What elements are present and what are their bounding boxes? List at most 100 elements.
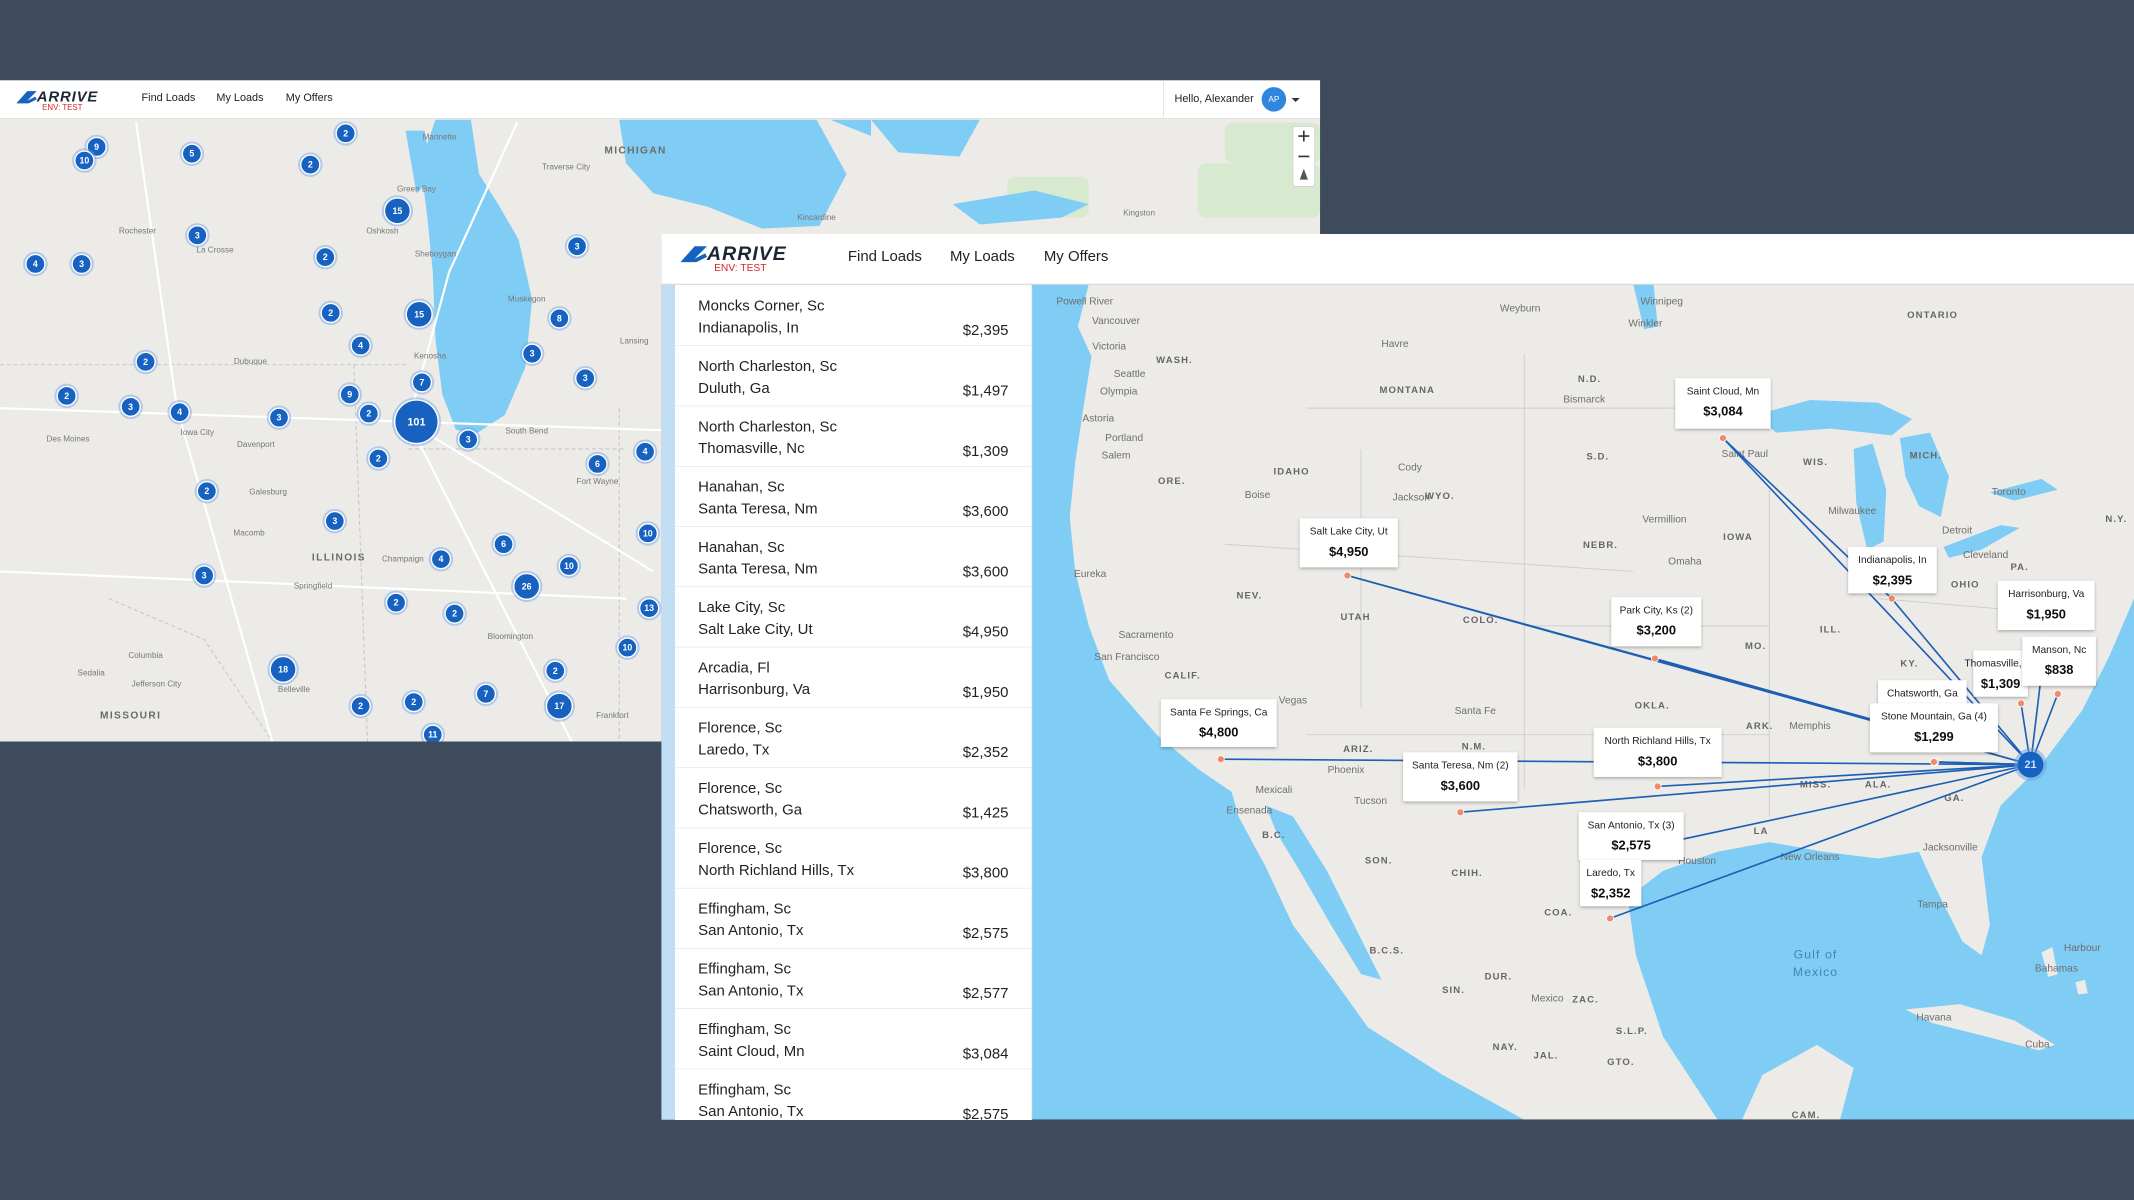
price-popup[interactable]: North Richland Hills, Tx $3,800 bbox=[1593, 727, 1722, 777]
stop-marker[interactable] bbox=[1606, 914, 1614, 923]
load-item[interactable]: Effingham, Sc San Antonio, Tx $2,575 bbox=[675, 1069, 1032, 1129]
stop-marker[interactable] bbox=[1343, 571, 1352, 580]
price-popup[interactable]: Stone Mountain, Ga (4) $1,299 bbox=[1869, 703, 1998, 753]
load-item[interactable]: Hanahan, Sc Santa Teresa, Nm $3,600 bbox=[675, 466, 1032, 528]
stop-marker[interactable] bbox=[1929, 757, 1938, 766]
map-cluster[interactable]: 3 bbox=[185, 223, 210, 248]
dropdown-caret[interactable] bbox=[1291, 97, 1300, 103]
load-item[interactable]: North Charleston, Sc Duluth, Ga $1,497 bbox=[675, 345, 1032, 407]
map-cluster[interactable]: 3 bbox=[266, 405, 292, 430]
map-cluster[interactable]: 10 bbox=[556, 553, 582, 579]
hub-cluster[interactable] bbox=[2017, 751, 2044, 778]
load-item[interactable]: Arcadia, Fl Harrisonburg, Va $1,950 bbox=[675, 647, 1032, 709]
map-cluster[interactable]: 3 bbox=[322, 508, 348, 534]
map-cluster[interactable]: 17 bbox=[543, 690, 576, 722]
map-cluster[interactable]: 3 bbox=[519, 341, 545, 366]
map-cluster[interactable]: 4 bbox=[348, 333, 373, 358]
stop-marker[interactable] bbox=[1216, 755, 1225, 764]
stop-marker[interactable] bbox=[1719, 434, 1727, 443]
price-popup[interactable]: Salt Lake City, Ut $4,950 bbox=[1299, 518, 1398, 568]
map-cluster[interactable]: 3 bbox=[564, 234, 590, 259]
map-cluster[interactable]: 5 bbox=[179, 141, 205, 166]
map-cluster[interactable]: 4 bbox=[167, 400, 192, 425]
load-item[interactable]: Florence, Sc Chatsworth, Ga $1,425 bbox=[675, 767, 1032, 829]
map-cluster[interactable]: 2 bbox=[442, 601, 467, 626]
compass[interactable] bbox=[1299, 168, 1308, 180]
map-cluster[interactable]: 3 bbox=[191, 563, 217, 588]
load-item[interactable]: North Charleston, Sc Thomasville, Nc $1,30… bbox=[675, 406, 1032, 468]
map-cluster[interactable]: 18 bbox=[267, 653, 299, 686]
map-cluster[interactable]: 15 bbox=[381, 195, 414, 227]
map-cluster[interactable]: 2 bbox=[313, 244, 338, 270]
map-cluster[interactable]: 10 bbox=[635, 521, 661, 546]
map-cluster[interactable]: 3 bbox=[572, 365, 598, 391]
stop-marker[interactable] bbox=[2053, 689, 2062, 698]
map-cluster[interactable]: 101 bbox=[391, 397, 441, 447]
map-cluster[interactable]: 26 bbox=[511, 570, 543, 603]
price-popup[interactable]: Laredo, Tx $2,352 bbox=[1580, 859, 1642, 907]
map-cluster[interactable]: 4 bbox=[23, 251, 48, 277]
stop-marker[interactable] bbox=[1887, 594, 1896, 603]
map-cluster[interactable]: 2 bbox=[401, 689, 426, 715]
map-cluster[interactable]: 10 bbox=[615, 635, 640, 660]
price-popup[interactable]: Santa Teresa, Nm (2) $3,600 bbox=[1403, 752, 1518, 802]
map-cluster[interactable]: 4 bbox=[428, 546, 454, 572]
nav-link[interactable]: My Loads bbox=[216, 92, 264, 104]
nav-link[interactable]: Find Loads bbox=[142, 92, 196, 104]
map-cluster[interactable]: 9 bbox=[337, 382, 363, 407]
map-cluster[interactable]: 7 bbox=[473, 681, 499, 707]
zoom-in[interactable] bbox=[1298, 130, 1310, 142]
load-item[interactable]: Hanahan, Sc Santa Teresa, Nm $3,600 bbox=[675, 526, 1032, 588]
map-cluster[interactable]: 2 bbox=[366, 446, 391, 471]
nav-link[interactable]: My Offers bbox=[286, 92, 334, 104]
map-cluster[interactable]: 4 bbox=[632, 439, 658, 464]
load-item[interactable]: Florence, Sc Laredo, Tx $2,352 bbox=[675, 707, 1032, 769]
price-popup[interactable]: Indianapolis, In $2,395 bbox=[1848, 546, 1937, 594]
map-cluster[interactable]: 2 bbox=[54, 383, 79, 409]
map-cluster[interactable]: 15 bbox=[403, 298, 435, 330]
nav-link[interactable]: My Offers bbox=[1044, 248, 1109, 265]
price-popup[interactable]: San Antonio, Tx (3) $2,575 bbox=[1578, 812, 1684, 860]
map-cluster[interactable]: 3 bbox=[118, 394, 143, 420]
stop-marker[interactable] bbox=[2017, 699, 2025, 708]
price-popup[interactable]: Manson, Nc $838 bbox=[2022, 636, 2096, 686]
map-cluster[interactable]: 2 bbox=[543, 658, 568, 683]
state-label: ARK. bbox=[1746, 721, 1774, 732]
map-cluster[interactable]: 2 bbox=[383, 590, 409, 615]
nav-link[interactable]: Find Loads bbox=[848, 248, 922, 265]
map-cluster[interactable]: 2 bbox=[133, 349, 158, 375]
nav-link[interactable]: My Loads bbox=[950, 248, 1015, 265]
map-cluster[interactable]: 2 bbox=[333, 121, 358, 146]
map-cluster[interactable]: 2 bbox=[348, 693, 373, 719]
map-cluster[interactable]: 11 bbox=[420, 722, 446, 746]
map-cluster[interactable]: 6 bbox=[585, 451, 610, 477]
map-cluster[interactable]: 3 bbox=[69, 251, 94, 277]
load-item[interactable]: Moncks Corner, Sc Indianapolis, In $2,395 bbox=[675, 285, 1032, 347]
stop-marker[interactable] bbox=[1653, 782, 1662, 791]
avatar[interactable] bbox=[1261, 87, 1287, 112]
city-label: Marinette bbox=[423, 133, 457, 142]
load-item[interactable]: Florence, Sc North Richland Hills, Tx $3,8… bbox=[675, 828, 1032, 889]
stop-marker[interactable] bbox=[1456, 808, 1465, 817]
price-popup[interactable]: Thomasville, Nc $1,309 bbox=[1964, 650, 2037, 697]
map-cluster[interactable]: 2 bbox=[356, 401, 382, 426]
map-cluster[interactable]: 6 bbox=[491, 531, 516, 557]
map-cluster[interactable]: 3 bbox=[455, 427, 481, 452]
load-item[interactable]: Effingham, Sc San Antonio, Tx $2,577 bbox=[675, 948, 1032, 1010]
load-item[interactable]: Lake City, Sc Salt Lake City, Ut $4,950 bbox=[675, 587, 1032, 648]
price-popup[interactable]: Santa Fe Springs, Ca $4,800 bbox=[1160, 699, 1277, 747]
map-cluster[interactable]: 2 bbox=[318, 300, 343, 326]
price-popup[interactable]: Harrisonburg, Va $1,950 bbox=[1997, 580, 2095, 630]
popup-place: North Richland Hills, Tx bbox=[1605, 736, 1711, 747]
stop-marker[interactable] bbox=[1650, 654, 1659, 663]
map-cluster[interactable]: 7 bbox=[409, 370, 435, 395]
price-popup[interactable]: Saint Cloud, Mn $3,084 bbox=[1675, 378, 1771, 429]
load-item[interactable]: Effingham, Sc Saint Cloud, Mn $3,084 bbox=[675, 1008, 1032, 1070]
map-cluster[interactable]: 2 bbox=[194, 478, 220, 504]
map-cluster[interactable]: 10 bbox=[72, 148, 97, 173]
map-cluster[interactable]: 2 bbox=[298, 152, 323, 177]
map-cluster[interactable]: 8 bbox=[547, 306, 572, 331]
map-cluster[interactable]: 13 bbox=[636, 595, 662, 621]
price-popup[interactable]: Park City, Ks (2) $3,200 bbox=[1611, 597, 1702, 647]
load-item[interactable]: Effingham, Sc San Antonio, Tx $2,575 bbox=[675, 888, 1032, 950]
